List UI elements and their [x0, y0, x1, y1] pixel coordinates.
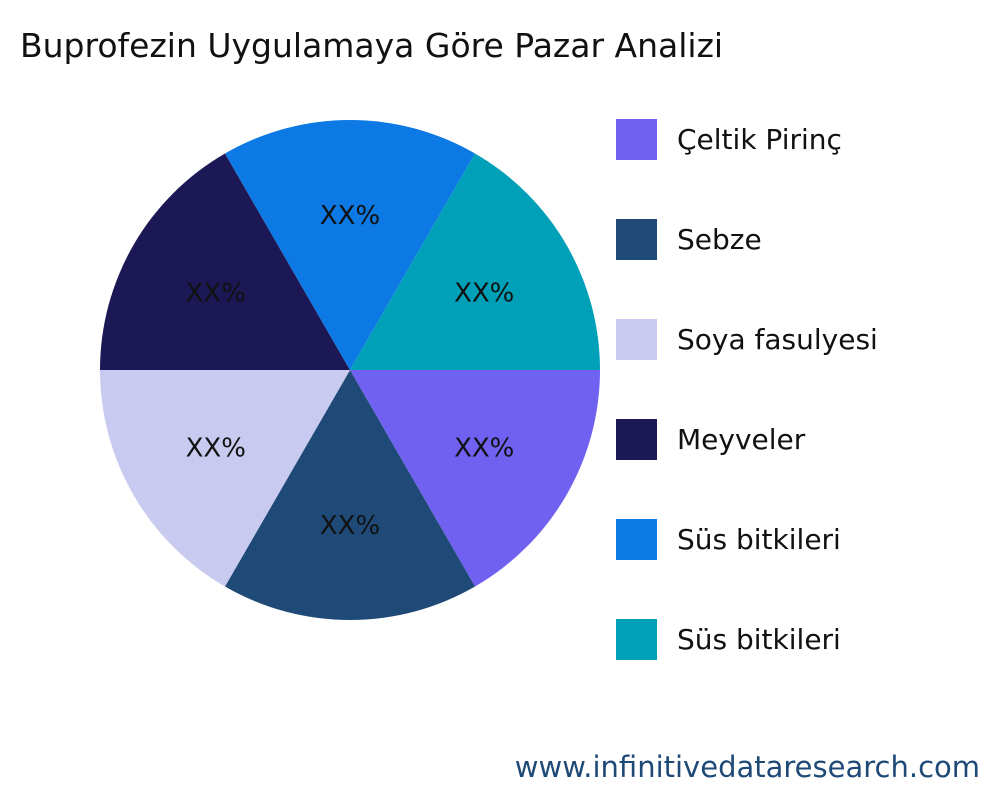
legend-item: Süs bitkileri: [616, 618, 841, 660]
legend-swatch: [616, 218, 657, 260]
legend-label: Sebze: [677, 222, 762, 256]
legend-item: Meyveler: [616, 418, 805, 460]
legend-swatch: [616, 118, 657, 160]
pie-slice-5: [225, 119, 475, 370]
slice-data-label: XX%: [454, 434, 514, 464]
pie-slice-1: [350, 370, 600, 587]
slice-data-label: XX%: [454, 279, 514, 309]
legend-swatch: [616, 318, 657, 360]
chart-title: Buprofezin Uygulamaya Göre Pazar Analizi: [20, 26, 724, 65]
legend-label: Meyveler: [677, 422, 806, 456]
legend-label: Süs bitkileri: [677, 622, 841, 656]
slice-data-label: XX%: [320, 201, 380, 231]
pie-slice-2: [225, 370, 475, 620]
slice-data-label: XX%: [186, 279, 246, 309]
legend-label: Süs bitkileri: [677, 522, 841, 556]
slice-data-label: XX%: [186, 434, 246, 464]
footer-url[interactable]: www.infinitivedataresearch.com: [514, 750, 980, 784]
pie-slice-6: [350, 153, 600, 370]
legend-swatch: [616, 518, 657, 560]
legend-swatch: [616, 418, 657, 460]
legend-item: Süs bitkileri: [616, 518, 841, 560]
legend-label: Soya fasulyesi: [677, 322, 878, 356]
legend-item: Soya fasulyesi: [616, 318, 878, 360]
legend-item: Çeltik Pirinç: [616, 118, 842, 160]
pie-slice-4: [100, 153, 350, 370]
legend-item: Sebze: [616, 218, 762, 260]
legend-swatch: [616, 618, 657, 660]
pie-slice-3: [100, 370, 350, 587]
slice-data-label: XX%: [320, 511, 380, 541]
legend-label: Çeltik Pirinç: [677, 122, 842, 156]
